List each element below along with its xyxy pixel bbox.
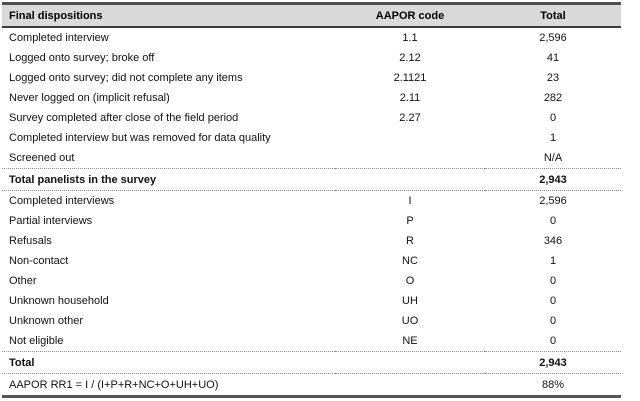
cell-total-value: 1 <box>549 255 557 267</box>
cell-disposition-label: Unknown household <box>9 295 109 307</box>
column-header-final-dispositions: Final dispositions <box>2 2 335 28</box>
table-row: Refusals R 346 <box>2 231 621 251</box>
cell-total-value: 0 <box>549 295 557 307</box>
cell-aapor-code: NE <box>402 335 418 347</box>
cell-disposition-label: Non-contact <box>9 255 69 267</box>
cell-aapor-code: 2.1121 <box>393 72 427 84</box>
cell-aapor-code <box>335 351 485 374</box>
cell-total-value: 2,596 <box>539 32 567 44</box>
column-header-aapor-code: AAPOR code <box>335 2 485 28</box>
cell-total-value: 0 <box>549 315 557 327</box>
cell-aapor-code: 1.1 <box>402 32 418 44</box>
cell-total-value: 0 <box>549 112 557 124</box>
cell-total-value: 23 <box>546 72 560 84</box>
cell-aapor-code: I <box>408 195 412 207</box>
table-row: Other O 0 <box>2 271 621 291</box>
cell-total-value: 2,596 <box>539 195 567 207</box>
cell-disposition-label: Other <box>9 275 37 287</box>
cell-disposition-label: AAPOR RR1 = I / (I+P+R+NC+O+UH+UO) <box>2 373 335 398</box>
table-row: Unknown other UO 0 <box>2 311 621 331</box>
cell-total-value: 1 <box>549 132 557 144</box>
cell-aapor-code <box>335 168 485 191</box>
table-row: Not eligible NE 0 <box>2 331 621 352</box>
cell-disposition-label: Logged onto survey; broke off <box>9 52 155 64</box>
table-row: Completed interview but was removed for … <box>2 128 621 148</box>
table-row: Completed interview 1.1 2,596 <box>2 27 621 48</box>
cell-aapor-code: O <box>405 275 415 287</box>
table-row: Screened out N/A <box>2 148 621 169</box>
cell-total-value: 0 <box>549 215 557 227</box>
table-row: Survey completed after close of the fiel… <box>2 108 621 128</box>
cell-total-value: 88% <box>485 373 621 398</box>
table-header: Final dispositions AAPOR code Total <box>2 2 621 28</box>
cell-aapor-code: 2.12 <box>399 52 421 64</box>
table-row: Partial interviews P 0 <box>2 211 621 231</box>
cell-disposition-label: Completed interview <box>9 32 109 44</box>
cell-disposition-label: Total panelists in the survey <box>2 168 335 191</box>
cell-disposition-label: Total <box>2 351 335 374</box>
table-row: Total panelists in the survey 2,943 <box>2 168 621 191</box>
cell-total-value: 0 <box>549 275 557 287</box>
table-row: Completed interviews I 2,596 <box>2 191 621 212</box>
table-row: Logged onto survey; did not complete any… <box>2 68 621 88</box>
table-body: Completed interview 1.1 2,596 Logged ont… <box>2 27 621 398</box>
cell-disposition-label: Unknown other <box>9 315 83 327</box>
cell-aapor-code <box>335 148 485 169</box>
cell-disposition-label: Completed interview but was removed for … <box>9 132 271 144</box>
header-row: Final dispositions AAPOR code Total <box>2 2 621 28</box>
cell-aapor-code: NC <box>402 255 418 267</box>
cell-disposition-label: Partial interviews <box>9 215 93 227</box>
dispositions-table-container: Final dispositions AAPOR code Total Comp… <box>2 2 621 398</box>
cell-disposition-label: Not eligible <box>9 335 64 347</box>
cell-aapor-code <box>335 373 485 398</box>
cell-aapor-code <box>335 128 485 148</box>
cell-aapor-code: R <box>406 235 414 247</box>
cell-aapor-code: 2.27 <box>399 112 421 124</box>
cell-disposition-label: Survey completed after close of the fiel… <box>9 112 239 124</box>
cell-disposition-label: Logged onto survey; did not complete any… <box>9 72 243 84</box>
cell-disposition-label: Completed interviews <box>9 195 115 207</box>
table-row: Never logged on (implicit refusal) 2.11 … <box>2 88 621 108</box>
column-header-total: Total <box>485 2 621 28</box>
cell-disposition-label: Refusals <box>9 235 52 247</box>
table-row: Logged onto survey; broke off 2.12 41 <box>2 48 621 68</box>
cell-aapor-code: 2.11 <box>399 92 421 104</box>
table-row: Unknown household UH 0 <box>2 291 621 311</box>
cell-disposition-label: Never logged on (implicit refusal) <box>9 92 170 104</box>
cell-aapor-code: UH <box>402 295 418 307</box>
dispositions-table: Final dispositions AAPOR code Total Comp… <box>2 2 621 398</box>
cell-total-value: N/A <box>543 152 563 164</box>
cell-total-value: 2,943 <box>485 351 621 374</box>
cell-total-value: 2,943 <box>485 168 621 191</box>
table-row: AAPOR RR1 = I / (I+P+R+NC+O+UH+UO) 88% <box>2 373 621 398</box>
cell-aapor-code: P <box>406 215 414 227</box>
cell-disposition-label: Screened out <box>9 152 75 164</box>
cell-total-value: 346 <box>543 235 563 247</box>
cell-total-value: 282 <box>543 92 563 104</box>
cell-aapor-code: UO <box>401 315 419 327</box>
table-row: Total 2,943 <box>2 351 621 374</box>
cell-total-value: 41 <box>546 52 560 64</box>
table-row: Non-contact NC 1 <box>2 251 621 271</box>
cell-total-value: 0 <box>549 335 557 347</box>
